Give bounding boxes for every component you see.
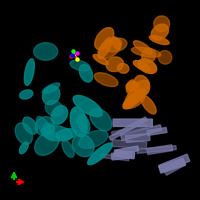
Polygon shape	[126, 134, 150, 143]
Polygon shape	[147, 145, 173, 155]
Ellipse shape	[34, 43, 58, 60]
Polygon shape	[137, 146, 176, 153]
Ellipse shape	[90, 108, 112, 131]
Polygon shape	[114, 150, 135, 159]
Ellipse shape	[112, 37, 121, 49]
Ellipse shape	[19, 142, 28, 154]
Ellipse shape	[95, 28, 114, 50]
Ellipse shape	[94, 73, 118, 87]
Ellipse shape	[98, 38, 112, 59]
Polygon shape	[112, 140, 147, 149]
Ellipse shape	[35, 132, 59, 155]
Ellipse shape	[133, 61, 150, 71]
Ellipse shape	[127, 80, 149, 103]
Ellipse shape	[98, 38, 122, 59]
Ellipse shape	[62, 140, 74, 158]
Ellipse shape	[133, 41, 152, 54]
Ellipse shape	[134, 75, 150, 96]
Ellipse shape	[88, 143, 112, 165]
Polygon shape	[159, 158, 185, 173]
Ellipse shape	[93, 55, 108, 65]
Ellipse shape	[105, 38, 127, 52]
Ellipse shape	[106, 57, 123, 72]
Ellipse shape	[138, 59, 157, 74]
Ellipse shape	[117, 63, 129, 73]
Ellipse shape	[24, 59, 34, 85]
Ellipse shape	[42, 86, 60, 105]
Ellipse shape	[72, 134, 94, 157]
Ellipse shape	[56, 129, 76, 140]
Polygon shape	[111, 151, 132, 160]
Ellipse shape	[131, 47, 161, 57]
Ellipse shape	[45, 100, 63, 116]
Ellipse shape	[123, 93, 145, 109]
Ellipse shape	[15, 123, 33, 145]
Polygon shape	[164, 160, 186, 175]
Ellipse shape	[41, 125, 72, 141]
Ellipse shape	[158, 51, 172, 64]
Ellipse shape	[23, 117, 37, 134]
Ellipse shape	[151, 24, 169, 40]
Ellipse shape	[42, 83, 60, 94]
Ellipse shape	[43, 123, 55, 133]
Ellipse shape	[154, 16, 170, 32]
Ellipse shape	[70, 60, 90, 71]
Polygon shape	[100, 154, 129, 161]
Polygon shape	[159, 154, 190, 172]
Polygon shape	[147, 127, 167, 135]
Ellipse shape	[126, 81, 138, 91]
Ellipse shape	[141, 95, 156, 114]
Ellipse shape	[20, 90, 33, 99]
Ellipse shape	[51, 106, 68, 124]
Ellipse shape	[126, 80, 135, 93]
Polygon shape	[116, 146, 139, 155]
Ellipse shape	[79, 130, 108, 148]
Ellipse shape	[79, 64, 93, 82]
Ellipse shape	[36, 116, 54, 141]
Ellipse shape	[125, 90, 138, 102]
Ellipse shape	[149, 36, 169, 45]
Polygon shape	[109, 117, 147, 140]
Ellipse shape	[70, 107, 87, 137]
Polygon shape	[111, 124, 147, 135]
Ellipse shape	[35, 117, 54, 135]
Ellipse shape	[73, 95, 102, 117]
Ellipse shape	[78, 114, 90, 133]
Ellipse shape	[123, 89, 145, 109]
Polygon shape	[113, 119, 152, 126]
Ellipse shape	[142, 48, 156, 62]
Polygon shape	[121, 125, 162, 141]
